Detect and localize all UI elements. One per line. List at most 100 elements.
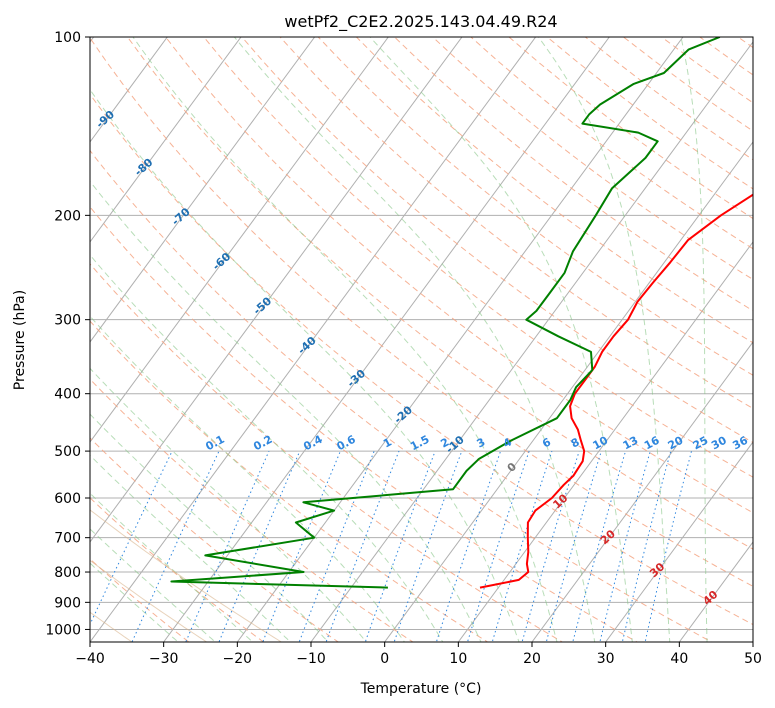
moist-adiabat [90,454,292,642]
mixing-ratio-line [621,450,672,642]
mixing-ratio-line [90,450,173,626]
dry-adiabat [126,37,753,550]
isotherm-label: -80 [132,156,156,179]
mixing-ratio-layer [90,450,692,642]
y-tick-label: 900 [54,595,81,611]
isotherm-label: -20 [392,403,416,426]
isotherm [310,41,753,642]
dry-adiabat [90,149,713,642]
mixing-ratio-line [262,450,341,642]
dry-adiabat [90,320,489,642]
x-tick-label: 30 [597,651,615,667]
mixing-ratio-label: 36 [730,434,750,453]
mixing-ratio-label: 10 [591,434,611,453]
y-tick-label: 500 [54,444,81,460]
mixing-ratio-line [545,450,602,642]
isotherm [90,37,389,443]
isotherm [90,37,316,343]
curved-guide [90,509,283,642]
isotherm [90,37,463,543]
y-tick-label: 400 [54,387,81,403]
chart-title: wetPf2_C2E2.2025.143.04.49.R24 [284,12,557,32]
moist-adiabat [90,562,179,642]
mixing-ratio-label: 20 [666,434,686,453]
y-tick-label: 100 [54,30,81,46]
dry-adiabat [698,37,753,76]
mixing-ratio-label: 0.6 [335,433,359,454]
isotherm-label: -70 [169,205,193,228]
moist-adiabat [680,37,708,642]
isotherm-label: 20 [598,527,618,547]
x-tick-label: 40 [670,651,688,667]
moist-adiabat [90,180,482,642]
x-tick-label: −40 [75,651,105,667]
dry-adiabat [393,37,753,312]
mixing-ratio-label: 6 [540,435,553,450]
y-tick-label: 800 [54,565,81,581]
mixing-ratio-label: 30 [709,434,729,453]
plot-frame [89,36,754,643]
isotherm-label: -30 [345,367,369,390]
dry-adiabat [90,558,190,642]
dry-adiabat [241,37,753,444]
moist-adiabat [90,254,444,642]
mixing-ratio-label: 1.5 [408,433,431,454]
mixing-ratio-label: 1 [381,435,394,450]
dry-adiabat [737,37,753,49]
mixing-ratio-label: 16 [642,434,662,453]
y-axis-label: Pressure (hPa) [12,290,28,390]
mixing-ratio-label: 4 [501,435,514,450]
x-tick-label: −10 [296,651,326,667]
moist-adiabat [538,37,671,642]
mixing-ratio-label: 25 [691,434,711,453]
moist-adiabat-layer [90,37,708,642]
isotherm [236,37,684,642]
mixing-ratio-label: 13 [621,434,641,453]
isotherm [90,37,168,143]
moist-adiabat [90,88,520,642]
y-tick-label: 300 [54,313,81,329]
x-axis-label: Temperature (°C) [360,681,482,697]
mixing-ratio-line [325,450,400,642]
mixing-ratio-label: 0.4 [301,433,325,454]
isotherm [678,541,753,642]
mixing-ratio-line [466,450,530,642]
profile-line [170,37,721,589]
dry-adiabat [431,37,753,281]
dry-adiabat [164,37,753,514]
x-tick-label: −30 [149,651,179,667]
x-tick-label: 0 [380,651,389,667]
mixing-ratio-line [298,450,375,642]
y-axis: 100 200 300 400 500 600 700 800 900 1000 [45,30,90,638]
mixing-ratio-line [521,450,580,642]
isotherm-label: 40 [700,588,720,608]
y-tick-label: 200 [54,208,81,224]
x-tick-label: −20 [223,651,253,667]
isotherm-label: -90 [94,108,118,131]
mixing-ratio-label: 3 [475,435,488,450]
dry-adiabat [90,437,340,642]
dry-adiabat [279,37,753,410]
moist-adiabat [90,492,254,642]
profile-line [479,193,753,589]
isotherm [90,37,242,243]
isotherm-label: -10 [443,433,467,456]
dry-adiabat [90,93,753,626]
x-tick-label: 50 [744,651,762,667]
curved-guide [90,559,208,642]
isotherm-label: 10 [550,491,570,511]
y-tick-label: 700 [54,531,81,547]
y-tick-label: 1000 [45,622,81,638]
mixing-ratio-line [491,450,553,642]
isotherm [457,241,753,642]
dry-adiabat [90,37,753,587]
moist-adiabat [234,37,596,642]
mixing-ratio-line [435,450,502,642]
moist-adiabat [132,37,558,642]
dry-adiabat [738,10,775,654]
moist-adiabat [369,37,633,642]
moist-adiabat [90,528,216,642]
isotherm-label: -100 [59,49,88,77]
